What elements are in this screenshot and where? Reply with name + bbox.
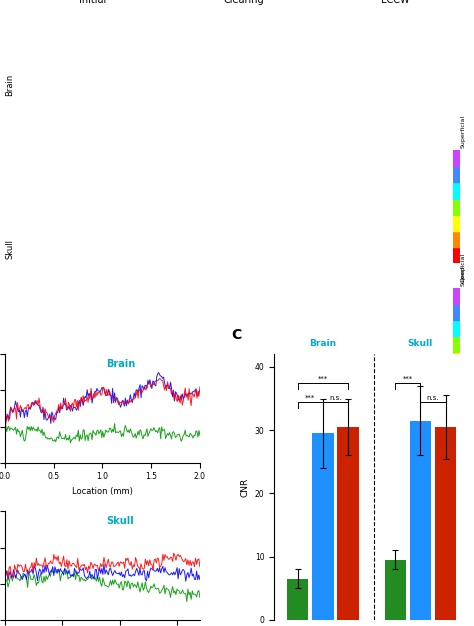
Bar [453,215,460,231]
Text: Skull: Skull [106,516,134,526]
Bar [453,369,460,384]
Text: Deep: Deep [460,403,465,419]
Title: Initial: Initial [79,0,106,6]
Bar [312,433,334,620]
Bar [385,560,406,620]
Bar [453,231,460,247]
Text: ***: *** [318,376,328,382]
Bar [453,288,460,304]
Bar [287,578,309,620]
Bar [453,182,460,198]
Bar [453,384,460,401]
Bar [435,427,456,620]
Title: Clearing: Clearing [224,0,264,6]
Bar [453,336,460,352]
Bar [453,247,460,263]
Bar [410,421,431,620]
Text: Brain: Brain [106,359,136,369]
Bar [453,198,460,215]
Text: ***: *** [305,395,315,401]
Text: Brain: Brain [310,339,337,348]
Bar [453,167,460,182]
Text: n.s.: n.s. [329,395,342,401]
Title: LCCW: LCCW [381,0,410,6]
Bar [453,352,460,369]
Text: C: C [231,328,241,342]
Bar [453,304,460,320]
Text: n.s.: n.s. [427,395,439,401]
Bar [453,320,460,336]
Text: Skull: Skull [5,239,14,259]
X-axis label: Location (mm): Location (mm) [72,487,133,496]
Text: Brain: Brain [5,74,14,96]
Bar [337,427,359,620]
Text: Superficial: Superficial [460,252,465,285]
Text: Deep: Deep [460,265,465,282]
Text: Superficial: Superficial [460,115,465,148]
Y-axis label: CNR: CNR [240,478,249,496]
Text: Skull: Skull [408,339,433,348]
Text: ***: *** [403,376,413,382]
Bar [453,150,460,167]
